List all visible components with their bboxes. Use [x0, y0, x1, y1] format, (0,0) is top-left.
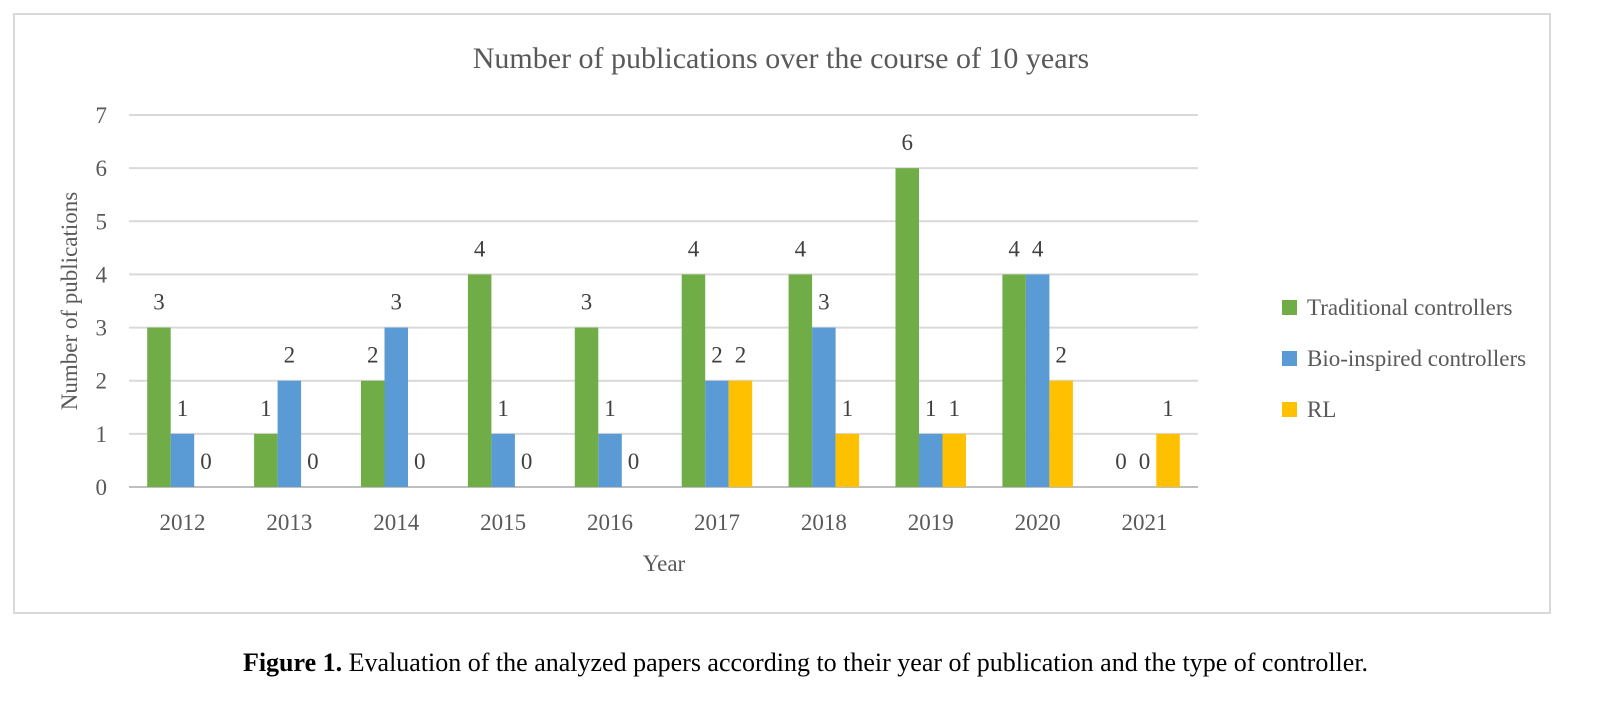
- bar: [788, 274, 813, 487]
- bar: [1002, 274, 1026, 487]
- data-label: 4: [1032, 236, 1044, 261]
- data-label: 0: [414, 449, 426, 474]
- data-label: 3: [391, 290, 403, 315]
- legend-item: Bio-inspired controllers: [1282, 333, 1526, 384]
- bar: [835, 433, 860, 487]
- data-label: 0: [200, 449, 212, 474]
- data-label: 1: [604, 396, 616, 421]
- legend: Traditional controllers Bio-inspired cont…: [1282, 282, 1526, 435]
- bar: [384, 327, 408, 487]
- bar: [254, 433, 278, 487]
- bar: [705, 380, 729, 487]
- x-tick-label: 2019: [908, 510, 954, 535]
- data-label: 1: [842, 396, 854, 421]
- bar: [681, 274, 706, 487]
- y-tick-label: 3: [96, 316, 108, 341]
- x-tick-label: 2014: [373, 510, 420, 535]
- bar: [491, 433, 515, 487]
- x-tick-label: 2016: [587, 510, 633, 535]
- bar: [895, 168, 919, 487]
- data-label: 4: [474, 236, 486, 261]
- data-label: 0: [307, 449, 319, 474]
- bar: [277, 380, 302, 487]
- y-axis-ticks: 0 1 2 3 4 5 6 7: [96, 103, 108, 500]
- legend-label: Traditional controllers: [1307, 294, 1513, 320]
- data-label: 1: [497, 396, 509, 421]
- y-tick-label: 6: [96, 156, 108, 181]
- x-axis-label: Year: [643, 551, 686, 576]
- y-tick-label: 7: [96, 103, 108, 128]
- y-tick-label: 2: [96, 369, 108, 394]
- data-label: 2: [711, 343, 723, 368]
- bar: [1156, 433, 1180, 487]
- data-label: 2: [284, 343, 296, 368]
- chart-title: Number of publications over the course o…: [473, 42, 1089, 75]
- data-label: 2: [1055, 343, 1067, 368]
- bar: [574, 327, 599, 487]
- data-label: 3: [581, 290, 593, 315]
- bars: [147, 168, 1180, 487]
- data-label: 2: [367, 343, 379, 368]
- x-axis-ticks: 2012 2013 2014 2015 2016 2017 2018 2019 2020 2021: [159, 510, 1167, 535]
- x-tick-label: 2020: [1015, 510, 1061, 535]
- bar: [1025, 274, 1050, 487]
- figure-caption: Figure 1. Evaluation of the analyzed pap…: [0, 648, 1611, 678]
- legend-label: RL: [1307, 396, 1337, 422]
- legend-item: Traditional controllers: [1282, 282, 1526, 333]
- bar: [361, 380, 385, 487]
- x-tick-label: 2013: [266, 510, 312, 535]
- data-label: 1: [1162, 396, 1174, 421]
- x-tick-label: 2015: [480, 510, 526, 535]
- x-tick-label: 2018: [801, 510, 847, 535]
- y-tick-label: 1: [96, 422, 108, 447]
- data-label: 0: [628, 449, 640, 474]
- legend-swatch: [1282, 402, 1297, 417]
- data-label: 2: [735, 343, 747, 368]
- legend-item: RL: [1282, 384, 1526, 435]
- x-tick-label: 2017: [694, 510, 740, 535]
- caption-text: Evaluation of the analyzed papers accord…: [342, 648, 1369, 677]
- y-tick-label: 0: [96, 475, 108, 500]
- bar: [919, 433, 943, 487]
- data-label: 6: [902, 130, 914, 155]
- data-label: 0: [521, 449, 533, 474]
- data-label: 1: [260, 396, 272, 421]
- bar: [467, 274, 492, 487]
- bar: [598, 433, 622, 487]
- data-label: 0: [1115, 449, 1127, 474]
- legend-label: Bio-inspired controllers: [1307, 345, 1527, 371]
- data-label: 1: [925, 396, 937, 421]
- y-axis-label: Number of publications: [57, 192, 82, 411]
- data-label: 4: [795, 236, 807, 261]
- bar: [147, 327, 171, 487]
- bar: [812, 327, 836, 487]
- legend-swatch: [1282, 351, 1297, 366]
- data-label: 3: [818, 290, 830, 315]
- data-label: 4: [688, 236, 700, 261]
- data-label: 0: [1139, 449, 1151, 474]
- bar: [942, 433, 966, 487]
- bar: [170, 433, 195, 487]
- data-label: 4: [1008, 236, 1020, 261]
- data-label: 1: [177, 396, 189, 421]
- bar: [728, 380, 753, 487]
- y-tick-label: 5: [96, 209, 108, 234]
- data-label: 3: [153, 290, 165, 315]
- x-tick-label: 2021: [1122, 510, 1168, 535]
- y-tick-label: 4: [96, 262, 108, 287]
- legend-swatch: [1282, 300, 1297, 315]
- data-label: 1: [949, 396, 961, 421]
- caption-label: Figure 1.: [242, 648, 343, 677]
- bar: [1049, 380, 1073, 487]
- x-tick-label: 2012: [159, 510, 205, 535]
